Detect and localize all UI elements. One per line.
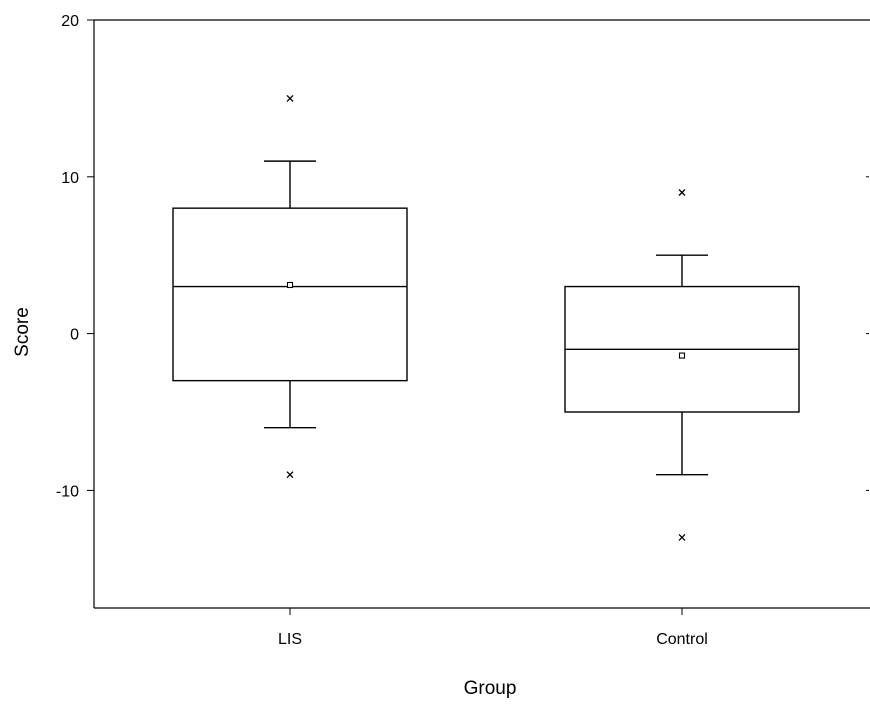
outlier-marker [286,94,294,102]
x-axis-title: Group [464,678,517,699]
box-control [564,189,800,541]
tick-group: -10 0 10 20 LIS Control [56,13,869,648]
y-tick-label: -10 [56,483,79,500]
mean-marker [678,352,686,359]
outlier-marker [678,533,686,541]
box-lis [172,94,408,479]
outlier-marker [286,471,294,479]
mean-marker [286,281,294,289]
y-axis-title: Score [12,307,33,357]
x-tick-label: LIS [278,631,302,648]
axes [93,19,870,609]
y-tick-label: 10 [61,170,79,187]
boxes-group [172,94,800,541]
x-tick-label: Control [656,631,708,648]
outlier-marker [678,189,686,196]
interquartile-box [172,207,408,382]
y-tick-label: 0 [70,327,79,344]
y-tick-label: 20 [61,13,79,30]
